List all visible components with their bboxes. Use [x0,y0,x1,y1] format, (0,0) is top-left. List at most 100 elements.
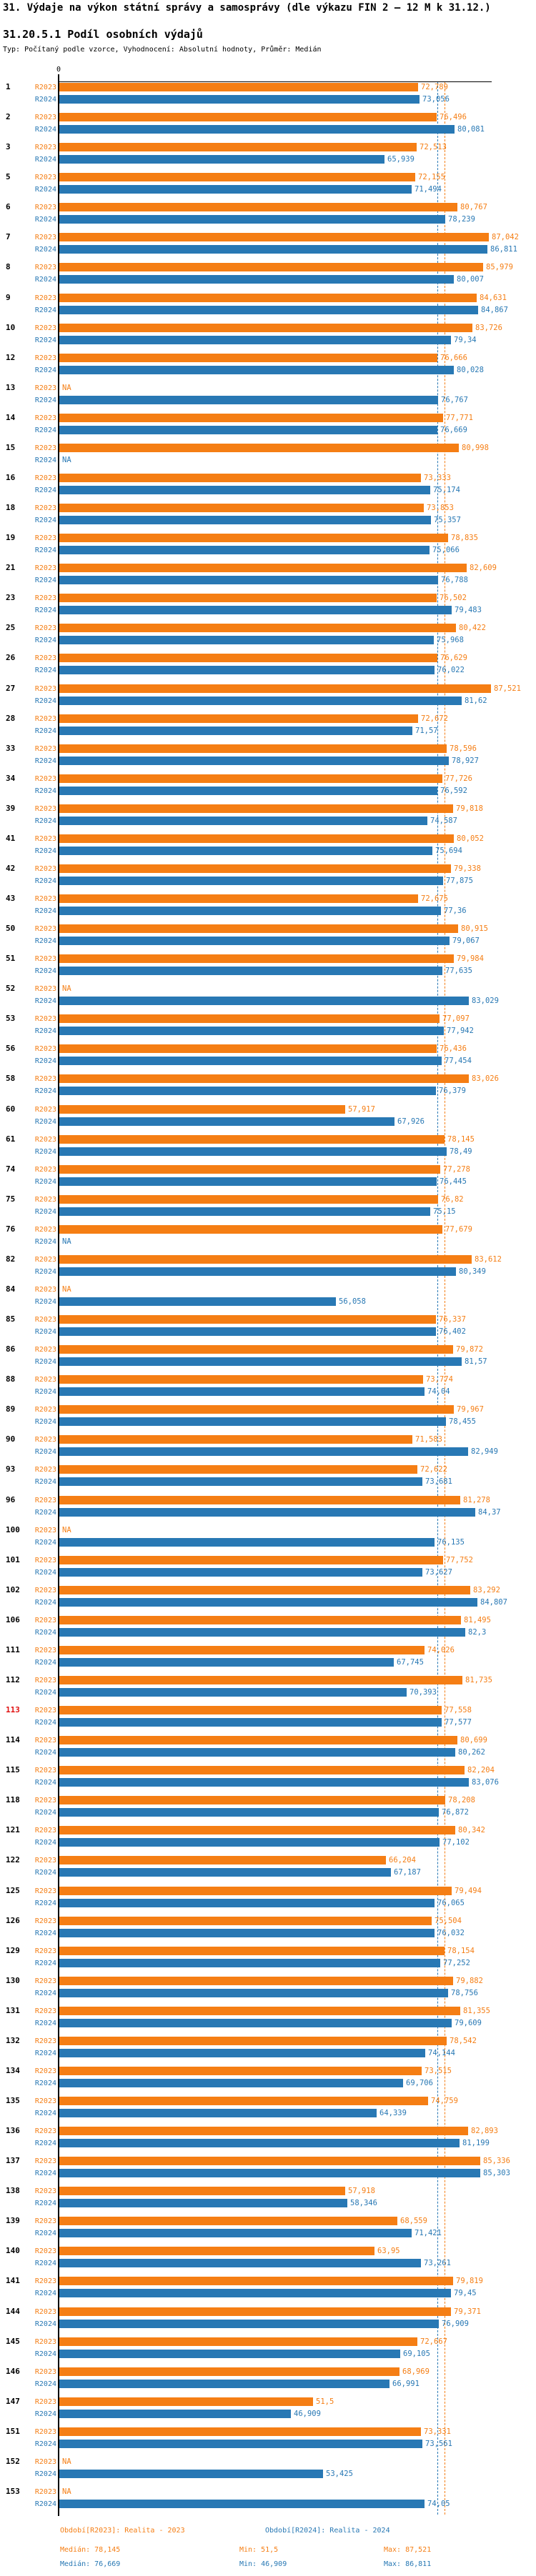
na-value-label: NA [62,1526,71,1534]
value-label-r2024: 79,45 [454,2289,477,2297]
bar-r2024 [59,967,442,975]
bar-r2024 [59,1147,447,1156]
bar-r2023 [59,233,489,241]
value-label-r2024: 76,669 [440,426,467,434]
bar-r2023 [59,1887,452,1895]
bar-r2023 [59,894,418,903]
series-label-r2024: R2024 [34,667,56,674]
category-id-label: 141 [6,2276,20,2285]
bar-r2023 [59,1105,345,1114]
bar-r2023 [59,1616,461,1624]
bar-r2024 [59,546,430,554]
bar-r2023 [59,1826,455,1834]
value-label-r2024: 53,425 [326,2470,353,2478]
bar-r2024 [59,215,445,224]
value-label-r2024: 76,379 [439,1087,466,1095]
series-label-r2024: R2024 [34,216,56,224]
value-label-r2023: 76,436 [440,1044,467,1053]
value-label-r2023: 82,609 [470,564,497,572]
bar-r2023 [59,324,472,332]
series-label-r2024: R2024 [34,1509,56,1517]
series-label-r2024: R2024 [34,306,56,314]
series-label-r2023: R2023 [34,2157,56,2165]
series-label-r2024: R2024 [34,1599,56,1607]
bar-r2023 [59,1496,460,1504]
category-id-label: 144 [6,2307,20,2316]
value-label-r2024: 76,135 [437,1538,465,1547]
category-id-label: 39 [6,804,16,813]
value-label-r2024: 75,066 [432,546,460,554]
series-label-r2023: R2023 [34,294,56,302]
bar-r2024 [59,2139,460,2147]
category-id-label: 74 [6,1164,16,1174]
series-label-r2024: R2024 [34,576,56,584]
bar-r2024 [59,606,452,614]
category-id-label: 21 [6,563,16,572]
value-label-r2024: 77,577 [445,1718,472,1727]
series-label-r2024: R2024 [34,396,56,404]
series-label-r2023: R2023 [34,925,56,933]
category-id-label: 8 [6,262,11,271]
category-id-label: 106 [6,1615,20,1624]
value-label-r2024: 73,561 [425,2440,452,2448]
value-label-r2023: 68,969 [402,2367,430,2376]
value-label-r2024: 71,57 [415,727,438,735]
bar-r2024 [59,1658,394,1667]
bar-r2024 [59,787,437,795]
value-label-r2023: 81,735 [465,1676,492,1684]
series-label-r2023: R2023 [34,384,56,392]
bar-r2023 [59,1255,472,1264]
series-label-r2024: R2024 [34,1418,56,1426]
series-label-r2023: R2023 [34,1136,56,1144]
value-label-r2023: 77,097 [442,1014,470,1023]
value-label-r2023: 85,979 [486,263,513,271]
bar-r2024 [59,306,478,314]
bar-r2024 [59,2350,400,2358]
series-label-r2024: R2024 [34,2230,56,2237]
series-label-r2024: R2024 [34,606,56,614]
na-value-label: NA [62,984,71,993]
series-label-r2023: R2023 [34,2458,56,2466]
series-label-r2023: R2023 [34,1466,56,1474]
value-label-r2023: 73,515 [425,2067,452,2075]
category-id-label: 5 [6,172,11,181]
series-label-r2023: R2023 [34,444,56,452]
series-label-r2024: R2024 [34,1238,56,1246]
value-label-r2024: 75,968 [437,636,464,644]
series-label-r2023: R2023 [34,504,56,512]
value-label-r2023: 66,204 [389,1856,416,1864]
value-label-r2024: 78,756 [451,1989,478,1997]
bar-r2023 [59,1375,423,1384]
bar-r2024 [59,1989,448,1997]
series-label-r2024: R2024 [34,1719,56,1727]
value-label-r2024: 84,37 [478,1508,501,1517]
bar-r2024 [59,336,451,344]
value-label-r2023: 76,82 [441,1195,464,1204]
series-label-r2023: R2023 [34,1436,56,1444]
value-label-r2023: 74,026 [427,1646,455,1654]
category-id-label: 126 [6,1916,20,1925]
series-label-r2023: R2023 [34,1256,56,1264]
value-label-r2024: 46,909 [294,2410,321,2418]
value-label-r2024: 78,455 [449,1417,476,1426]
value-label-r2024: 69,706 [406,2079,433,2087]
value-label-r2024: 76,402 [439,1327,466,1336]
series-label-r2023: R2023 [34,1376,56,1384]
series-label-r2024: R2024 [34,997,56,1005]
series-label-r2024: R2024 [34,1057,56,1065]
series-label-r2024: R2024 [34,2140,56,2147]
bar-r2023 [59,2157,480,2165]
value-label-r2024: 78,927 [452,757,479,765]
bar-r2023 [59,1165,440,1174]
bar-r2023 [59,2397,313,2406]
bar-r2024 [59,817,427,825]
bar-r2024 [59,1297,336,1306]
bar-r2024 [59,516,431,524]
series-label-r2024: R2024 [34,2020,56,2027]
series-label-r2023: R2023 [34,1977,56,1985]
na-value-label: NA [62,2487,71,2496]
bar-r2024 [59,1447,468,1456]
bar-r2024 [59,1929,435,1937]
series-label-r2024: R2024 [34,1659,56,1667]
bar-r2024 [59,2259,421,2267]
